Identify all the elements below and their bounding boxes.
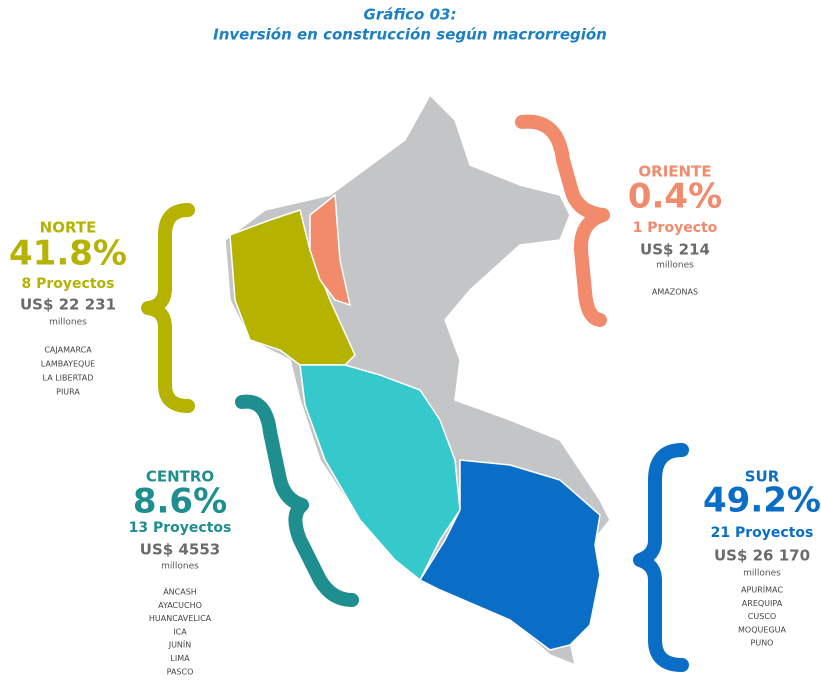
region-unit: millones — [656, 261, 694, 271]
department: AMAZONAS — [652, 288, 698, 297]
brace-oriente — [515, 114, 610, 327]
region-unit: millones — [161, 562, 199, 572]
region-centro — [299, 364, 461, 582]
department: AREQUIPA — [742, 599, 783, 608]
region-projects: 21 Proyectos — [711, 525, 814, 541]
department: ICA — [173, 627, 187, 636]
region-percent: 8.6% — [133, 482, 227, 522]
department: CUSCO — [748, 612, 776, 621]
brace-norte — [141, 203, 195, 413]
department: PASCO — [167, 667, 194, 676]
region-projects: 1 Proyecto — [633, 220, 718, 236]
region-amount: US$ 4553 — [140, 541, 220, 559]
department: LIMA — [170, 654, 190, 663]
region-name: SUR — [745, 468, 780, 486]
department: JUNÍN — [168, 639, 192, 650]
department: MOQUEGUA — [738, 625, 786, 634]
region-amount: US$ 26 170 — [714, 547, 810, 565]
region-name: CENTRO — [146, 468, 214, 486]
region-amount: US$ 22 231 — [20, 296, 116, 314]
brace-sur — [633, 443, 689, 672]
region-percent: 41.8% — [9, 234, 127, 274]
department: ÁNCASH — [163, 586, 197, 597]
region-oriente — [309, 193, 352, 307]
department: PIURA — [56, 388, 80, 397]
department: LA LIBERTAD — [43, 374, 94, 383]
subtitle: Inversión en construcción según macrorre… — [213, 26, 607, 44]
region-amount: US$ 214 — [640, 241, 710, 259]
department: LAMBAYEQUE — [41, 360, 96, 369]
region-unit: millones — [743, 569, 781, 579]
region-percent: 49.2% — [703, 481, 821, 521]
brace-centro — [235, 394, 359, 607]
department: PUNO — [751, 639, 774, 648]
region-name: ORIENTE — [638, 163, 711, 181]
department: AYACUCHO — [158, 601, 202, 610]
department: CAJAMARCA — [44, 346, 92, 355]
region-norte — [229, 209, 356, 366]
department: HUANCAVELICA — [149, 614, 212, 623]
department: APURÍMAC — [741, 584, 783, 595]
region-name: NORTE — [40, 219, 97, 237]
region-projects: 13 Proyectos — [129, 520, 232, 536]
region-sur — [418, 459, 601, 651]
title: Gráfico 03: — [364, 6, 457, 24]
region-percent: 0.4% — [628, 177, 722, 217]
map — [224, 93, 611, 667]
region-projects: 8 Proyectos — [22, 276, 115, 292]
region-unit: millones — [49, 318, 87, 328]
